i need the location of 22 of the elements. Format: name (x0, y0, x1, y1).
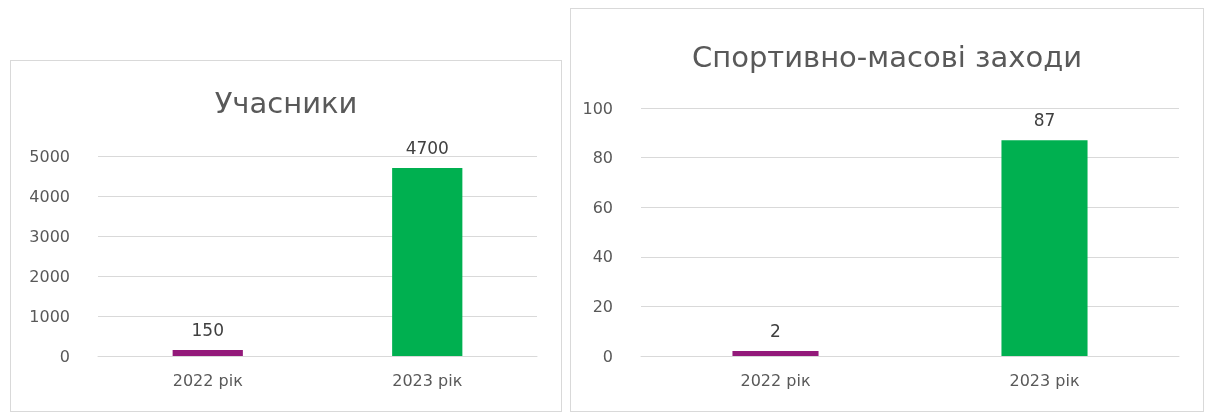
y-tick-label: 1000 (29, 306, 70, 326)
y-tick-label: 20 (592, 296, 613, 316)
y-tick-label: 40 (592, 247, 613, 267)
x-tick-label: 2022 рік (740, 370, 811, 390)
y-tick-label: 3000 (29, 226, 70, 246)
x-tick-label: 2023 рік (1009, 370, 1080, 390)
x-tick-label: 2023 рік (392, 370, 463, 390)
y-tick-label: 0 (59, 346, 70, 366)
y-tick-label: 60 (592, 197, 613, 217)
x-tick-label: 2022 рік (172, 370, 244, 390)
y-tick-label: 4000 (29, 186, 70, 206)
y-tick-label: 0 (602, 346, 613, 366)
y-tick-label: 5000 (29, 146, 70, 166)
data-label: 2 (770, 320, 781, 341)
y-tick-label: 80 (592, 148, 613, 168)
chart-title: Спортивно-масові заходи (691, 39, 1083, 74)
chart-title: Учасники (214, 85, 358, 120)
data-label: 87 (1033, 109, 1056, 130)
data-label: 4700 (405, 137, 449, 158)
y-tick-label: 100 (582, 98, 613, 118)
y-tick-label: 2000 (29, 266, 70, 286)
data-label: 150 (191, 319, 224, 340)
